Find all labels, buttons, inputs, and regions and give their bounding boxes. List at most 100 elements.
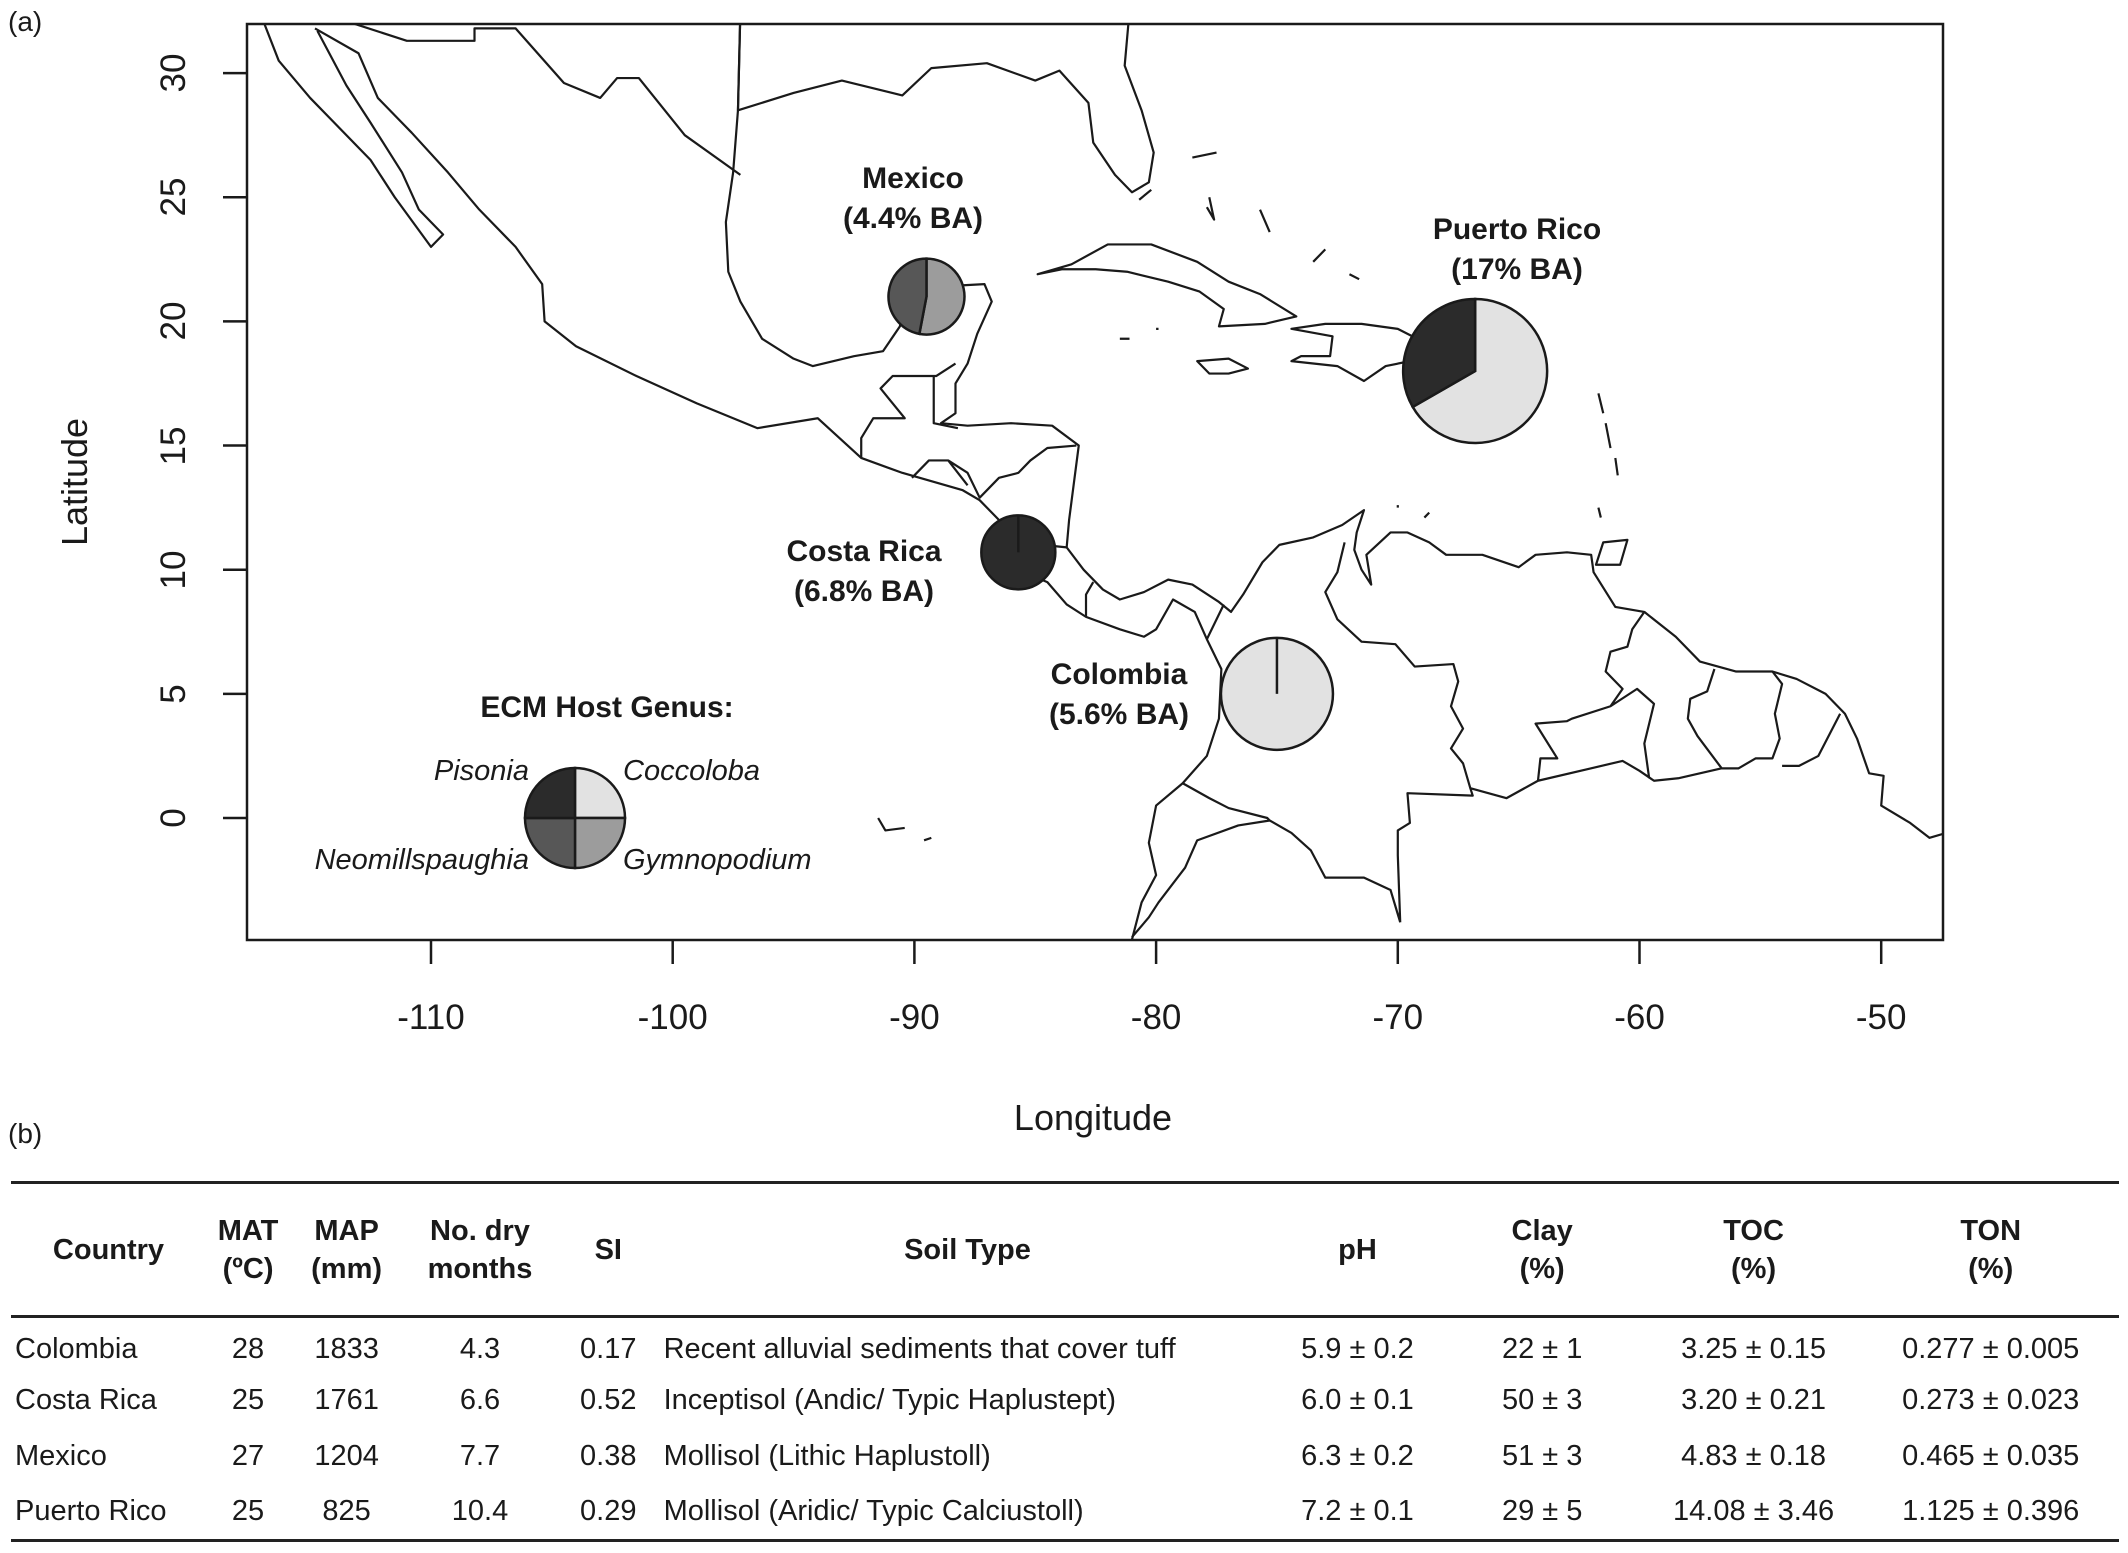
table-row: Colombia 28 1833 4.3 0.17 Recent alluvial sed… xyxy=(11,1317,2119,1373)
legend-slice-neomillspaughia xyxy=(523,816,577,870)
legend-label-pisonia: Pisonia xyxy=(433,755,529,787)
header-line-1: Country xyxy=(52,1233,165,1266)
site-name: Mexico xyxy=(862,162,964,195)
coastlines xyxy=(259,11,1946,940)
table-cell: 6.3 ± 0.2 xyxy=(1301,1440,1414,1472)
table-cell: 4.3 xyxy=(459,1332,501,1365)
site-ba: (6.8% BA) xyxy=(793,575,935,608)
column-header: pH xyxy=(1275,1183,1439,1317)
site-ba: (17% BA) xyxy=(1451,253,1583,286)
table-cell: Mollisol (Lithic Haplustoll) xyxy=(663,1440,991,1472)
mexico-gulf-caribbean-coast xyxy=(726,11,1947,838)
column-header: TON (%) xyxy=(1862,1183,2119,1317)
table-cell: 22 ± 1 xyxy=(1501,1332,1583,1365)
table-cell: 25 xyxy=(231,1384,265,1416)
y-tick-label: 10 xyxy=(154,550,193,590)
legend-label-coccoloba: Coccoloba xyxy=(623,755,761,787)
pie-puerto-rico xyxy=(1401,297,1549,445)
table-cell: 0.38 xyxy=(580,1440,637,1472)
table-cell: 25 xyxy=(231,1495,265,1528)
column-header: Country xyxy=(11,1183,206,1317)
legend-slice-coccoloba xyxy=(573,766,627,820)
site-name: Puerto Rico xyxy=(1432,213,1602,246)
table-cell: Recent alluvial sediments that cover tuf… xyxy=(663,1332,1176,1365)
site-ba: (5.6% BA) xyxy=(1048,698,1190,731)
table-cell: 29 ± 5 xyxy=(1501,1495,1583,1528)
column-header: MAT (ºC) xyxy=(206,1183,290,1317)
table-cell: 50 ± 3 xyxy=(1501,1384,1583,1416)
pie-costa-rica xyxy=(980,514,1057,591)
table-cell: Mollisol (Aridic/ Typic Calciustoll) xyxy=(663,1495,1084,1528)
panel-b-label: (b) xyxy=(8,1118,43,1149)
x-tick-label: -100 xyxy=(637,998,708,1037)
y-tick-label: 0 xyxy=(154,808,193,828)
cuba xyxy=(1038,244,1297,326)
table-cell: 1.125 ± 0.396 xyxy=(1902,1495,2080,1528)
table-cell: 1761 xyxy=(314,1384,379,1416)
site-label-costa-rica: Costa Rica (6.8% BA) xyxy=(786,532,941,612)
header-line-1: MAT xyxy=(217,1214,279,1247)
x-tick-label: -90 xyxy=(889,998,940,1037)
x-tick-label: -50 xyxy=(1855,998,1907,1037)
table-cell: 1204 xyxy=(314,1440,379,1472)
baja-california xyxy=(259,11,443,247)
plot-frame xyxy=(245,22,1945,942)
y-tick-label: 15 xyxy=(154,426,193,466)
header-line-2: (mm) xyxy=(311,1252,383,1285)
column-header: No. dry months xyxy=(403,1183,557,1317)
pie-slice-coccoloba xyxy=(1411,297,1549,445)
table-cell: 27 xyxy=(231,1440,265,1472)
site-pies xyxy=(887,257,1549,752)
table-cell: 6.0 ± 0.1 xyxy=(1301,1384,1414,1416)
gulf-coast xyxy=(738,11,1154,192)
x-axis-ticks xyxy=(429,940,1883,964)
table-cell: 0.17 xyxy=(580,1332,637,1365)
pie-slice-gymnopodium xyxy=(917,257,966,336)
pie-slice-neomillspaughia xyxy=(887,257,928,336)
table-cell: 3.25 ± 0.15 xyxy=(1681,1332,1827,1365)
table-cell: 0.465 ± 0.035 xyxy=(1902,1440,2080,1472)
x-tick-label: -80 xyxy=(1130,998,1182,1037)
header-line-1: MAP xyxy=(314,1214,379,1247)
header-line-2: (%) xyxy=(1519,1252,1565,1285)
column-header: TOC (%) xyxy=(1645,1183,1863,1317)
legend-label-gymnopodium: Gymnopodium xyxy=(623,844,812,876)
x-tick-label: -60 xyxy=(1614,998,1665,1037)
table-row: Mexico 27 1204 7.7 0.38 Mollisol (Lithic Hapl… xyxy=(11,1429,2119,1485)
table-cell: 825 xyxy=(322,1495,371,1528)
hispaniola xyxy=(1291,324,1436,381)
header-line-1: Soil Type xyxy=(904,1233,1031,1266)
header-line-1: pH xyxy=(1338,1233,1377,1266)
table-cell: 0.273 ± 0.023 xyxy=(1902,1384,2080,1416)
legend-slice-pisonia xyxy=(523,766,577,820)
header-line-1: Clay xyxy=(1511,1214,1573,1247)
bahamas xyxy=(878,153,1627,841)
jamaica xyxy=(1197,359,1248,374)
site-ba: (4.4% BA) xyxy=(842,202,984,235)
table-cell: Mexico xyxy=(15,1440,107,1472)
column-header: MAP (mm) xyxy=(290,1183,403,1317)
header-line-1: TOC xyxy=(1723,1214,1784,1247)
table-cell: Puerto Rico xyxy=(15,1495,167,1528)
column-header: Clay (%) xyxy=(1440,1183,1645,1317)
south-america-borders xyxy=(1132,542,1840,937)
header-line-2: (%) xyxy=(1731,1252,1777,1285)
site-label-mexico: Mexico (4.4% BA) xyxy=(843,159,983,239)
table-cell: 1833 xyxy=(314,1332,379,1365)
legend-pie xyxy=(523,766,627,870)
central-america-borders xyxy=(861,364,1093,617)
y-tick-label: 5 xyxy=(154,684,193,704)
table-cell: 10.4 xyxy=(451,1495,509,1528)
header-line-1: TON xyxy=(1960,1214,2022,1247)
header-line-2: (%) xyxy=(1968,1252,2014,1285)
table-cell: 4.83 ± 0.18 xyxy=(1681,1440,1827,1472)
table-cell: 14.08 ± 3.46 xyxy=(1673,1495,1835,1528)
table-cell: 51 ± 3 xyxy=(1501,1440,1583,1472)
table-cell: Costa Rica xyxy=(15,1384,157,1416)
site-characteristics-table: Country MAT (ºC) MAP (mm) No. dry months SI Soil… xyxy=(11,1181,2119,1542)
legend-title: ECM Host Genus: xyxy=(480,691,734,724)
header-line-2: (ºC) xyxy=(222,1252,274,1285)
pie-slice-pisonia xyxy=(1401,297,1477,409)
x-tick-label: -70 xyxy=(1372,998,1424,1037)
pacific-coast xyxy=(315,28,1221,939)
